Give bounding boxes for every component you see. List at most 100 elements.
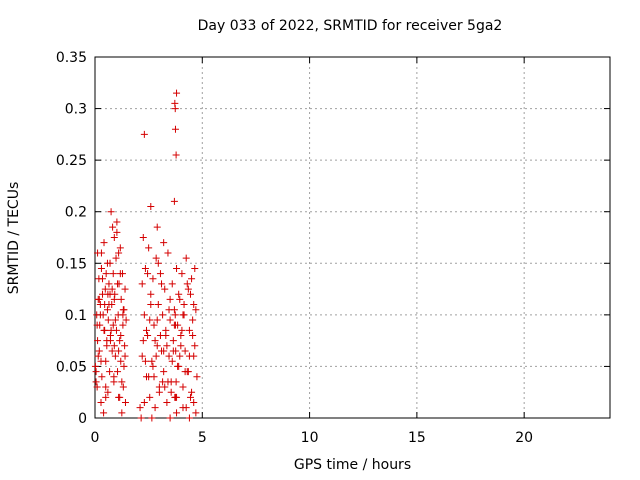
data-point xyxy=(184,285,192,293)
data-point xyxy=(152,254,160,262)
data-point xyxy=(141,357,149,365)
data-point xyxy=(167,388,175,396)
data-point xyxy=(140,399,148,407)
data-point xyxy=(179,311,187,319)
data-point xyxy=(102,383,110,391)
data-point xyxy=(109,321,117,329)
data-point xyxy=(92,368,100,376)
data-point xyxy=(116,270,124,278)
data-point xyxy=(106,368,114,376)
data-point xyxy=(115,347,123,355)
y-tick-label: 0.15 xyxy=(56,256,87,272)
data-point xyxy=(161,383,169,391)
data-point xyxy=(179,383,187,391)
data-point xyxy=(181,347,189,355)
data-point xyxy=(174,362,182,370)
data-point xyxy=(117,357,125,365)
x-tick-label: 0 xyxy=(91,430,100,446)
data-point xyxy=(184,368,192,376)
data-point xyxy=(139,234,147,241)
x-tick-label: 10 xyxy=(301,430,319,446)
data-point xyxy=(94,249,102,257)
data-point xyxy=(154,301,162,309)
data-point xyxy=(166,316,174,324)
data-point xyxy=(102,270,110,278)
data-point xyxy=(107,208,115,216)
data-point xyxy=(191,342,199,350)
data-point xyxy=(121,352,129,360)
data-point xyxy=(171,393,179,401)
data-point xyxy=(173,409,181,417)
data-point xyxy=(156,331,164,339)
data-point xyxy=(148,414,156,422)
data-point xyxy=(185,414,193,422)
data-point xyxy=(110,342,118,350)
data-point xyxy=(150,321,158,329)
data-point xyxy=(189,331,197,339)
data-point xyxy=(116,244,124,252)
data-point xyxy=(188,388,196,396)
data-point xyxy=(143,326,150,334)
data-point xyxy=(146,316,154,324)
data-point xyxy=(150,373,158,381)
data-point xyxy=(91,362,99,370)
data-point xyxy=(138,280,146,288)
data-point xyxy=(138,352,146,360)
data-point xyxy=(163,399,171,407)
data-point xyxy=(151,337,159,345)
data-point xyxy=(97,357,105,365)
data-point xyxy=(100,326,108,334)
data-point xyxy=(96,311,104,319)
data-point xyxy=(103,337,111,345)
data-point xyxy=(107,326,115,334)
data-point xyxy=(104,290,112,298)
data-point xyxy=(177,342,185,350)
data-point xyxy=(172,347,180,355)
data-point xyxy=(97,399,105,407)
data-point xyxy=(153,316,161,324)
y-tick-label: 0.1 xyxy=(65,308,87,324)
data-point xyxy=(121,399,129,407)
data-point xyxy=(191,264,199,272)
data-point xyxy=(159,311,167,319)
data-point xyxy=(182,254,190,262)
data-point xyxy=(110,295,118,303)
data-point xyxy=(189,316,197,324)
data-point xyxy=(172,378,180,386)
data-point xyxy=(121,342,129,350)
data-point xyxy=(140,311,148,319)
data-point xyxy=(168,280,176,288)
data-point xyxy=(154,259,162,267)
data-point xyxy=(190,399,198,407)
data-point xyxy=(103,259,111,267)
data-point xyxy=(153,223,161,231)
data-point xyxy=(105,280,113,288)
data-point xyxy=(192,306,200,314)
y-tick-label: 0.3 xyxy=(65,102,87,118)
data-point xyxy=(177,331,185,339)
x-tick-label: 5 xyxy=(198,430,207,446)
data-point xyxy=(117,331,125,339)
data-point xyxy=(109,223,117,231)
data-point xyxy=(93,321,101,329)
data-point xyxy=(102,393,110,401)
data-point xyxy=(164,249,172,257)
y-tick-label: 0.2 xyxy=(65,205,87,221)
data-point xyxy=(137,414,145,422)
data-point xyxy=(156,270,164,278)
data-point xyxy=(161,285,169,293)
data-point xyxy=(166,295,174,303)
data-point xyxy=(113,218,121,226)
data-point xyxy=(147,203,155,211)
data-point xyxy=(93,383,101,391)
y-tick-label: 0 xyxy=(78,411,87,427)
y-tick-label: 0.05 xyxy=(56,359,87,375)
data-point xyxy=(158,280,166,288)
data-point xyxy=(101,285,109,293)
data-point xyxy=(111,352,119,360)
y-tick-label: 0.25 xyxy=(56,153,87,169)
data-point xyxy=(166,414,174,422)
data-point xyxy=(186,393,194,401)
data-point xyxy=(146,393,154,401)
y-axis-label: SRMTID / TECUs xyxy=(6,181,22,295)
